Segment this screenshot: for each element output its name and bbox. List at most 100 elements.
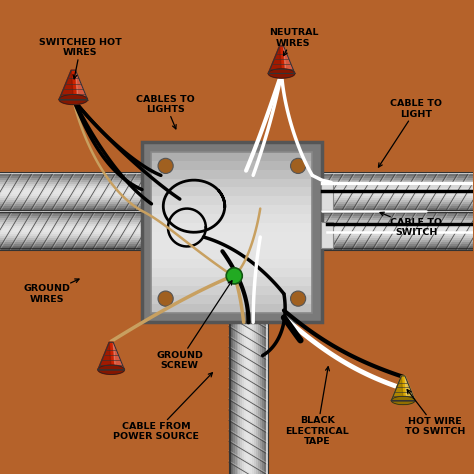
Polygon shape	[283, 46, 295, 73]
Bar	[151, 295, 312, 304]
Bar	[322, 244, 473, 246]
Text: CABLES TO
LIGHTS: CABLES TO LIGHTS	[136, 95, 195, 129]
Bar	[151, 196, 312, 205]
Polygon shape	[98, 342, 125, 370]
Bar	[322, 232, 473, 234]
Polygon shape	[268, 69, 295, 78]
Bar	[0, 220, 142, 222]
Text: CABLE TO
LIGHT: CABLE TO LIGHT	[378, 100, 442, 167]
Text: CABLE TO
SWITCH: CABLE TO SWITCH	[380, 212, 442, 237]
Text: HOT WIRE
TO SWITCH: HOT WIRE TO SWITCH	[405, 390, 465, 436]
Bar	[0, 248, 142, 250]
Bar	[151, 268, 312, 277]
Bar	[0, 228, 142, 230]
Bar	[262, 322, 264, 474]
Bar	[151, 205, 312, 214]
Bar	[0, 204, 142, 206]
Bar	[0, 224, 142, 226]
Bar	[0, 238, 142, 240]
Bar	[0, 246, 142, 248]
Bar	[322, 196, 473, 198]
Bar	[321, 183, 333, 210]
Bar	[322, 210, 473, 250]
Bar	[233, 322, 235, 474]
Polygon shape	[113, 342, 125, 370]
Bar	[240, 322, 243, 474]
Bar	[256, 322, 258, 474]
Polygon shape	[59, 95, 88, 104]
Bar	[0, 210, 142, 212]
Polygon shape	[392, 376, 415, 401]
Bar	[322, 248, 473, 250]
Polygon shape	[405, 376, 415, 401]
Bar	[322, 184, 473, 186]
Bar	[151, 161, 312, 170]
Bar	[322, 202, 473, 204]
Polygon shape	[59, 70, 88, 100]
Bar	[322, 198, 473, 200]
Bar	[245, 322, 246, 474]
Bar	[322, 200, 473, 202]
Bar	[0, 218, 142, 220]
Bar	[322, 234, 473, 236]
Bar	[0, 234, 142, 236]
Bar	[0, 180, 142, 182]
Bar	[322, 214, 473, 216]
Bar	[151, 259, 312, 268]
Bar	[142, 142, 322, 322]
Bar	[248, 322, 250, 474]
Bar	[151, 179, 312, 188]
Bar	[322, 190, 473, 192]
Bar	[0, 176, 142, 178]
Polygon shape	[392, 376, 403, 401]
Bar	[322, 228, 473, 230]
Bar	[322, 204, 473, 206]
Bar	[0, 202, 142, 204]
Bar	[230, 322, 233, 474]
Bar	[0, 206, 142, 208]
Bar	[322, 174, 473, 176]
Text: GROUND
WIRES: GROUND WIRES	[24, 279, 79, 303]
Bar	[0, 196, 142, 198]
Bar	[0, 230, 142, 232]
Bar	[322, 230, 473, 232]
Bar	[0, 184, 142, 186]
Bar	[0, 178, 142, 180]
Bar	[321, 222, 333, 248]
Bar	[322, 186, 473, 188]
Bar	[151, 232, 312, 241]
Circle shape	[226, 268, 242, 284]
Bar	[0, 240, 142, 242]
Polygon shape	[392, 396, 415, 405]
Bar	[322, 238, 473, 240]
Circle shape	[158, 158, 173, 173]
Bar	[151, 304, 312, 313]
Bar	[322, 194, 473, 196]
Bar	[322, 206, 473, 208]
Bar	[0, 236, 142, 238]
Bar	[0, 186, 142, 188]
Bar	[322, 236, 473, 238]
Bar	[322, 176, 473, 178]
Bar	[0, 232, 142, 234]
Circle shape	[291, 291, 306, 306]
Bar	[151, 223, 312, 232]
Bar	[322, 240, 473, 242]
Bar	[322, 226, 473, 228]
Bar	[0, 210, 142, 212]
Text: GROUND
SCREW: GROUND SCREW	[156, 281, 232, 370]
Bar	[322, 172, 473, 212]
Bar	[0, 182, 142, 184]
Polygon shape	[98, 365, 125, 374]
Bar	[0, 172, 142, 212]
Bar	[243, 322, 245, 474]
Bar	[151, 250, 312, 259]
Text: BLACK
ELECTRICAL
TAPE: BLACK ELECTRICAL TAPE	[285, 367, 349, 446]
Bar	[322, 218, 473, 220]
Bar	[322, 242, 473, 244]
Polygon shape	[75, 70, 88, 100]
Bar	[322, 212, 473, 214]
Bar	[322, 216, 473, 218]
Bar	[0, 208, 142, 210]
Bar	[264, 322, 266, 474]
